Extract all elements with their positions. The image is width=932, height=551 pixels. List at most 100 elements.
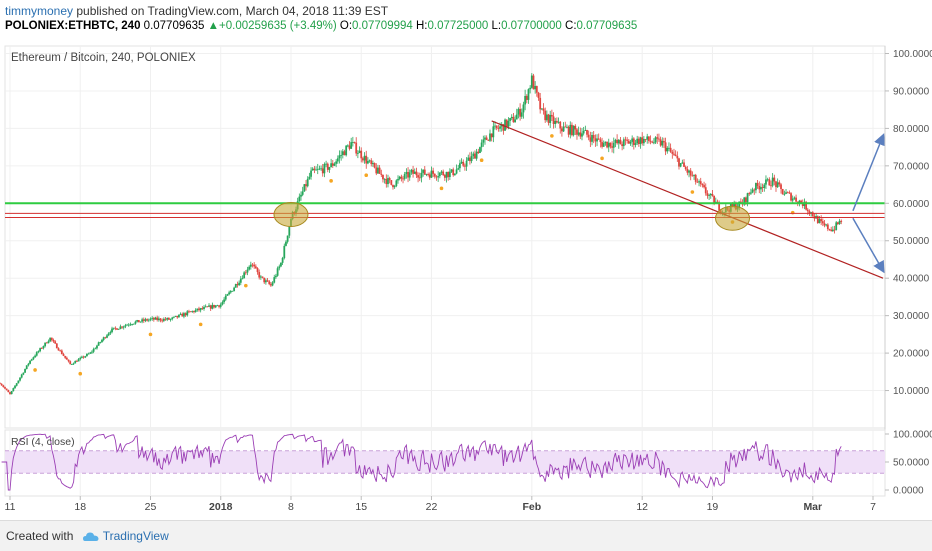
candle-body bbox=[775, 181, 777, 188]
trend-line bbox=[491, 120, 884, 279]
candle-body bbox=[77, 359, 80, 362]
candle-body bbox=[373, 162, 376, 168]
candle-body bbox=[706, 193, 709, 196]
time-tick-label: 18 bbox=[74, 501, 86, 513]
candle-body bbox=[594, 138, 597, 142]
candle-body bbox=[121, 326, 123, 328]
time-tick-label: Mar bbox=[803, 501, 822, 513]
time-tick-label: 2018 bbox=[209, 501, 233, 513]
price-tick-label: 40.0000 bbox=[893, 274, 930, 285]
candle-body bbox=[783, 193, 786, 195]
candle-body bbox=[27, 363, 30, 366]
candle-body bbox=[484, 137, 486, 140]
price-tick-label: 20.0000 bbox=[893, 349, 930, 360]
candle-body bbox=[464, 165, 466, 167]
candle-body bbox=[348, 145, 351, 149]
candle-body bbox=[261, 276, 264, 278]
candle-body bbox=[537, 92, 540, 98]
candle-body bbox=[280, 262, 282, 267]
candle-body bbox=[427, 174, 430, 175]
candle-body bbox=[372, 162, 374, 165]
candle-body bbox=[494, 125, 496, 127]
rsi-pane-title: RSI (4, close) bbox=[11, 436, 75, 448]
candle-body bbox=[12, 388, 15, 392]
candle-body bbox=[438, 172, 441, 177]
candle-body bbox=[176, 315, 179, 318]
candle-body bbox=[475, 151, 478, 159]
last-price: 0.07709635 bbox=[143, 20, 205, 32]
candle-body bbox=[614, 139, 617, 143]
candle-body bbox=[535, 86, 538, 93]
candle-body bbox=[800, 200, 802, 203]
price-tick-label: 60.0000 bbox=[893, 199, 930, 210]
candle-body bbox=[226, 294, 229, 296]
candle-body bbox=[629, 141, 632, 144]
candle-body bbox=[321, 168, 324, 174]
candle-body bbox=[435, 176, 438, 178]
candle-body bbox=[693, 174, 695, 176]
candle-body bbox=[524, 95, 527, 105]
candle-body bbox=[636, 138, 639, 144]
candle-body bbox=[408, 172, 411, 178]
candle-body bbox=[74, 361, 77, 364]
candle-body bbox=[587, 134, 590, 138]
candle-body bbox=[303, 184, 306, 192]
candle-body bbox=[683, 162, 685, 167]
candle-body bbox=[642, 138, 645, 144]
candle-body bbox=[157, 318, 160, 320]
candle-body bbox=[627, 140, 630, 144]
signal-marker-dot bbox=[78, 371, 83, 376]
price-axis[interactable]: 10.0000 20.0000 30.0000 40.0000 50.0000 60.00… bbox=[884, 46, 932, 496]
candle-body bbox=[622, 139, 625, 147]
candle-body bbox=[825, 224, 828, 226]
candle-body bbox=[102, 337, 105, 340]
chart-canvas[interactable]: 10.0000 20.0000 30.0000 40.0000 50.0000 60.00… bbox=[0, 38, 932, 520]
candle-body bbox=[738, 201, 741, 208]
candle-body bbox=[0, 383, 3, 386]
candle-body bbox=[826, 224, 829, 230]
candle-body bbox=[589, 137, 592, 142]
candle-body bbox=[571, 124, 573, 136]
candle-body bbox=[60, 350, 63, 355]
candle-body bbox=[208, 305, 210, 307]
symbol-label[interactable]: POLONIEX:ETHBTC, 240 bbox=[5, 20, 141, 32]
candle-body bbox=[264, 280, 267, 283]
candle-body bbox=[790, 193, 792, 201]
candle-body bbox=[228, 292, 230, 295]
candle-body bbox=[664, 142, 667, 152]
tradingview-brand-link[interactable]: TradingView bbox=[102, 529, 169, 543]
candle-body bbox=[801, 202, 804, 206]
candle-body bbox=[771, 177, 774, 186]
candle-body bbox=[218, 305, 220, 307]
time-tick-label: 7 bbox=[870, 501, 876, 513]
candle-body bbox=[651, 141, 654, 143]
candle-body bbox=[791, 198, 794, 201]
candle-body bbox=[346, 145, 349, 147]
candle-body bbox=[443, 175, 446, 178]
candle-body bbox=[96, 345, 98, 349]
candle-body bbox=[330, 163, 333, 168]
candle-body bbox=[196, 308, 199, 311]
candle-body bbox=[502, 124, 505, 131]
price-pane[interactable]: 10.0000 20.0000 30.0000 40.0000 50.0000 60.00… bbox=[0, 45, 932, 496]
candle-body bbox=[162, 318, 165, 321]
candle-body bbox=[109, 332, 112, 334]
candle-body bbox=[335, 161, 338, 164]
candle-body bbox=[418, 177, 421, 179]
publisher-username[interactable]: timmymoney bbox=[5, 4, 74, 18]
rsi-pane[interactable]: 0.0000 50.0000 100.0000 RSI (4, close) bbox=[1, 429, 932, 497]
candle-body bbox=[397, 178, 399, 181]
time-axis[interactable]: 11 18 25 2018 8 15 22 Feb 12 19 Mar 7 bbox=[5, 496, 877, 513]
candle-body bbox=[137, 320, 140, 323]
candle-body bbox=[254, 266, 257, 269]
rsi-axis[interactable]: 0.0000 50.0000 100.0000 bbox=[885, 430, 932, 497]
candle-body bbox=[286, 235, 289, 242]
high-value: 0.07725000 bbox=[427, 20, 489, 32]
candle-body bbox=[544, 110, 547, 121]
candle-body bbox=[704, 187, 707, 194]
candle-body bbox=[514, 119, 516, 123]
candle-body bbox=[656, 137, 659, 139]
candle-body bbox=[17, 380, 20, 384]
candle-body bbox=[263, 277, 266, 283]
candle-body bbox=[231, 290, 234, 292]
